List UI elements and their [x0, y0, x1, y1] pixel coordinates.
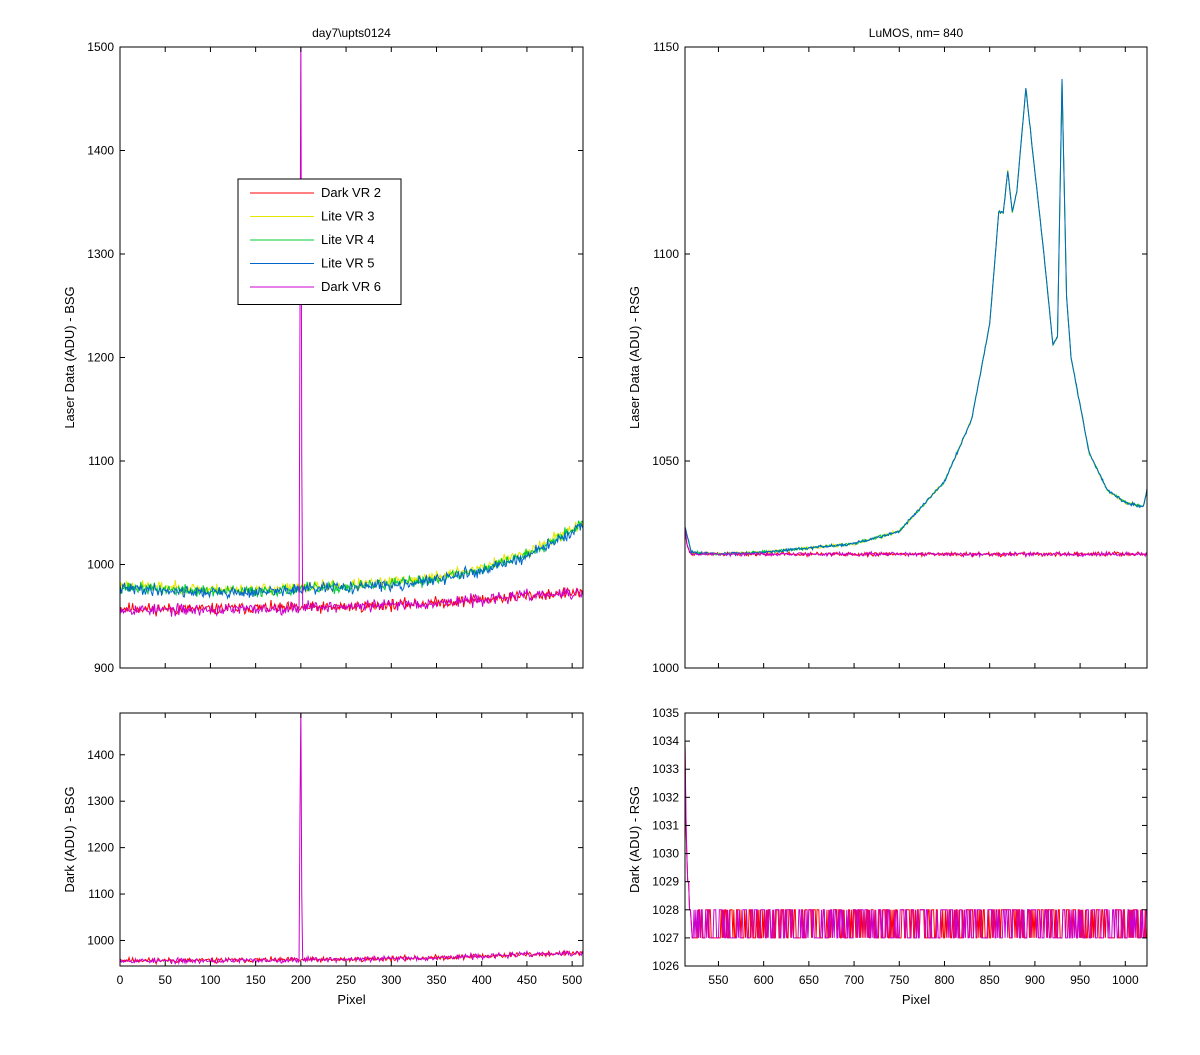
legend-entry: Lite VR 5 [321, 256, 374, 271]
chart-laser-bsg: 900 1000 1100 1200 1300 1400 1500 day7\upts0124… [62, 26, 584, 675]
x-tick-label: 500 [562, 973, 582, 987]
legend-entry: Lite VR 3 [321, 209, 374, 224]
x-tick-label: 750 [889, 973, 909, 987]
x-tick-label: 950 [1070, 973, 1090, 987]
series-line-lite-vr-5 [685, 78, 1147, 557]
legend-box [237, 178, 402, 305]
y-tick-label: 1150 [653, 40, 679, 54]
y-tick-label: 1029 [652, 875, 679, 889]
series-line-dark-vr-6 [685, 741, 1147, 939]
y-axis-label: Dark (ADU) - BSG [62, 786, 77, 892]
x-tick-label: 1000 [1112, 973, 1139, 987]
x-tick-label: 0 [117, 973, 124, 987]
x-tick-label: 400 [472, 973, 492, 987]
legend-entry: Lite VR 4 [321, 232, 374, 247]
y-axis-label: Dark (ADU) - RSG [627, 786, 642, 893]
y-tick-label: 1028 [652, 903, 679, 917]
series-group [685, 741, 1147, 939]
series-line-dark-vr-6 [685, 527, 1147, 559]
legend-entry: Dark VR 2 [321, 185, 381, 200]
x-tick-label: 650 [799, 973, 819, 987]
axes-frame [119, 712, 584, 967]
x-axis-label: Pixel [337, 992, 365, 1007]
y-tick-label: 1400 [87, 144, 114, 158]
y-tick-label: 1000 [652, 661, 679, 675]
x-tick-label: 850 [980, 973, 1000, 987]
y-tick-label: 1100 [88, 887, 114, 901]
axes-frame [684, 46, 1148, 669]
y-axis-label: Laser Data (ADU) - RSG [627, 286, 642, 429]
y-tick-label: 1032 [652, 790, 679, 804]
x-tick-label: 700 [844, 973, 864, 987]
y-tick-label: 1400 [87, 748, 114, 762]
series-group [120, 47, 583, 617]
y-tick-label: 1026 [652, 959, 679, 973]
x-tick-label: 450 [517, 973, 537, 987]
chart-dark-rsg: 550 600 650 700 750 800 850 900 950 1000 1026 1027 1… [627, 706, 1148, 1007]
y-tick-label: 1200 [87, 841, 114, 855]
series-line-dark-vr-6 [120, 713, 583, 966]
y-tick-label: 900 [94, 661, 114, 675]
x-axis-label: Pixel [902, 992, 930, 1007]
y-tick-label: 1030 [652, 847, 679, 861]
x-tick-label: 900 [1025, 973, 1045, 987]
series-group [685, 78, 1147, 559]
x-tick-label: 600 [754, 973, 774, 987]
y-tick-label: 1050 [652, 454, 679, 468]
series-line-lite-vr-5 [120, 522, 583, 600]
y-tick-label: 1034 [652, 734, 679, 748]
y-tick-label: 1200 [87, 351, 114, 365]
plot-area [120, 47, 583, 668]
x-tick-label: 150 [246, 973, 266, 987]
y-tick-label: 1035 [652, 706, 679, 720]
chart-laser-rsg: 1000 1050 1100 1150 LuMOS, nm= 840 Laser Data… [627, 26, 1148, 675]
y-tick-label: 1000 [87, 558, 114, 572]
axes-frame [684, 712, 1148, 967]
legend-entry: Dark VR 6 [321, 279, 381, 294]
y-tick-label: 1031 [652, 818, 679, 832]
y-tick-label: 1500 [87, 40, 114, 54]
x-tick-label: 550 [708, 973, 728, 987]
y-tick-label: 1027 [652, 931, 679, 945]
x-tick-label: 100 [200, 973, 220, 987]
y-tick-label: 1100 [88, 454, 114, 468]
plot-area [120, 713, 583, 966]
y-tick-label: 1300 [87, 247, 114, 261]
x-tick-label: 350 [426, 973, 446, 987]
y-axis-label: Laser Data (ADU) - BSG [62, 286, 77, 428]
series-line-dark-vr-6 [120, 47, 583, 617]
chart-title: LuMOS, nm= 840 [869, 26, 964, 40]
chart-dark-bsg: 0 50 100 150 200 250 300 350 400 450 500 1000 1100 12… [62, 712, 584, 1007]
x-tick-label: 200 [291, 973, 311, 987]
x-tick-label: 250 [336, 973, 356, 987]
plot-area [685, 47, 1147, 668]
legend: Dark VR 2 Lite VR 3 Lite VR 4 Lite VR 5 Dark… [237, 178, 402, 305]
chart-title: day7\upts0124 [312, 26, 391, 40]
y-tick-label: 1100 [653, 247, 679, 261]
series-group [120, 713, 583, 966]
x-tick-label: 800 [934, 973, 954, 987]
y-tick-label: 1300 [87, 794, 114, 808]
y-tick-label: 1000 [87, 933, 114, 947]
x-tick-label: 50 [159, 973, 173, 987]
y-tick-label: 1033 [652, 762, 679, 776]
x-tick-label: 300 [381, 973, 401, 987]
